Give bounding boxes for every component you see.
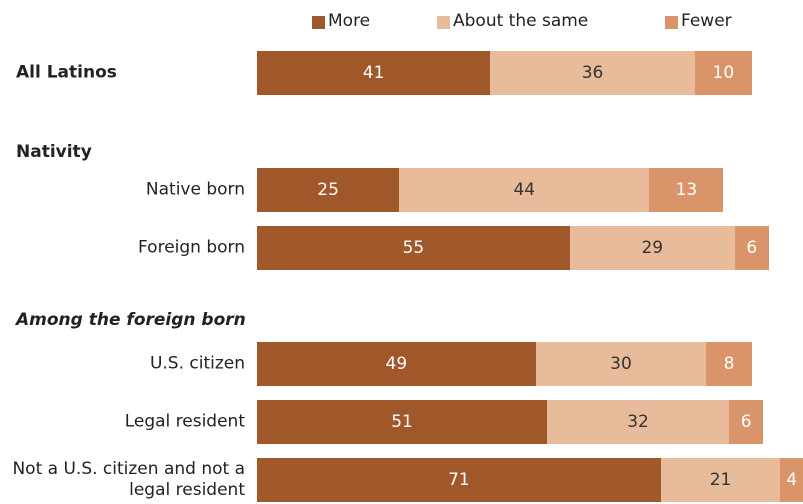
bar-segment: [257, 342, 536, 386]
value-label: 4: [786, 470, 798, 490]
legend-label: More: [328, 11, 371, 31]
bar-segment: [734, 226, 769, 270]
value-label: 6: [746, 238, 758, 258]
value-label: 21: [709, 470, 732, 490]
bar-segment: [780, 458, 803, 502]
value-label: 41: [362, 63, 385, 83]
category-label: Foreign born: [138, 237, 245, 258]
value-label: 32: [627, 412, 649, 432]
category-label: Not a U.S. citizen and not a legal resid…: [12, 459, 245, 500]
value-label: 13: [675, 180, 698, 200]
value-label: 36: [581, 63, 604, 83]
bar-segment: [569, 226, 735, 270]
bar-segment: [257, 168, 400, 212]
value-label: 25: [317, 180, 339, 200]
value-label: 71: [448, 470, 470, 490]
value-label: 55: [402, 238, 425, 258]
group-header: Among the foreign born: [16, 310, 246, 330]
bar-segment: [399, 168, 650, 212]
bar-segment: [649, 168, 724, 212]
category-label: Native born: [145, 179, 245, 200]
legend-swatch: [312, 16, 325, 29]
bar-segment: [535, 342, 707, 386]
group-header: Nativity: [16, 142, 92, 162]
value-label: 29: [641, 238, 664, 258]
bar-segment: [694, 51, 752, 95]
bar-segment: [706, 342, 752, 386]
value-label: 30: [610, 354, 632, 374]
value-label: 44: [513, 180, 536, 200]
legend-label: About the same: [453, 11, 589, 31]
bar-segment: [257, 400, 548, 444]
legend-swatch: [437, 16, 450, 29]
legend-swatch: [665, 16, 678, 29]
category-label: All Latinos: [16, 62, 117, 83]
value-label: 51: [391, 412, 413, 432]
bar-segment: [257, 458, 661, 502]
bar-segment: [257, 226, 570, 270]
category-label: U.S. citizen: [149, 353, 245, 374]
value-label: 49: [385, 354, 408, 374]
bar-segment: [729, 400, 764, 444]
bar-segment: [257, 51, 491, 95]
value-label: 6: [740, 412, 752, 432]
legend-label: Fewer: [681, 11, 732, 31]
category-label: Legal resident: [124, 411, 245, 432]
bar-segment: [490, 51, 695, 95]
bar-segment: [660, 458, 781, 502]
value-label: 8: [723, 354, 735, 374]
value-label: 10: [712, 63, 735, 83]
bar-segment: [547, 400, 730, 444]
